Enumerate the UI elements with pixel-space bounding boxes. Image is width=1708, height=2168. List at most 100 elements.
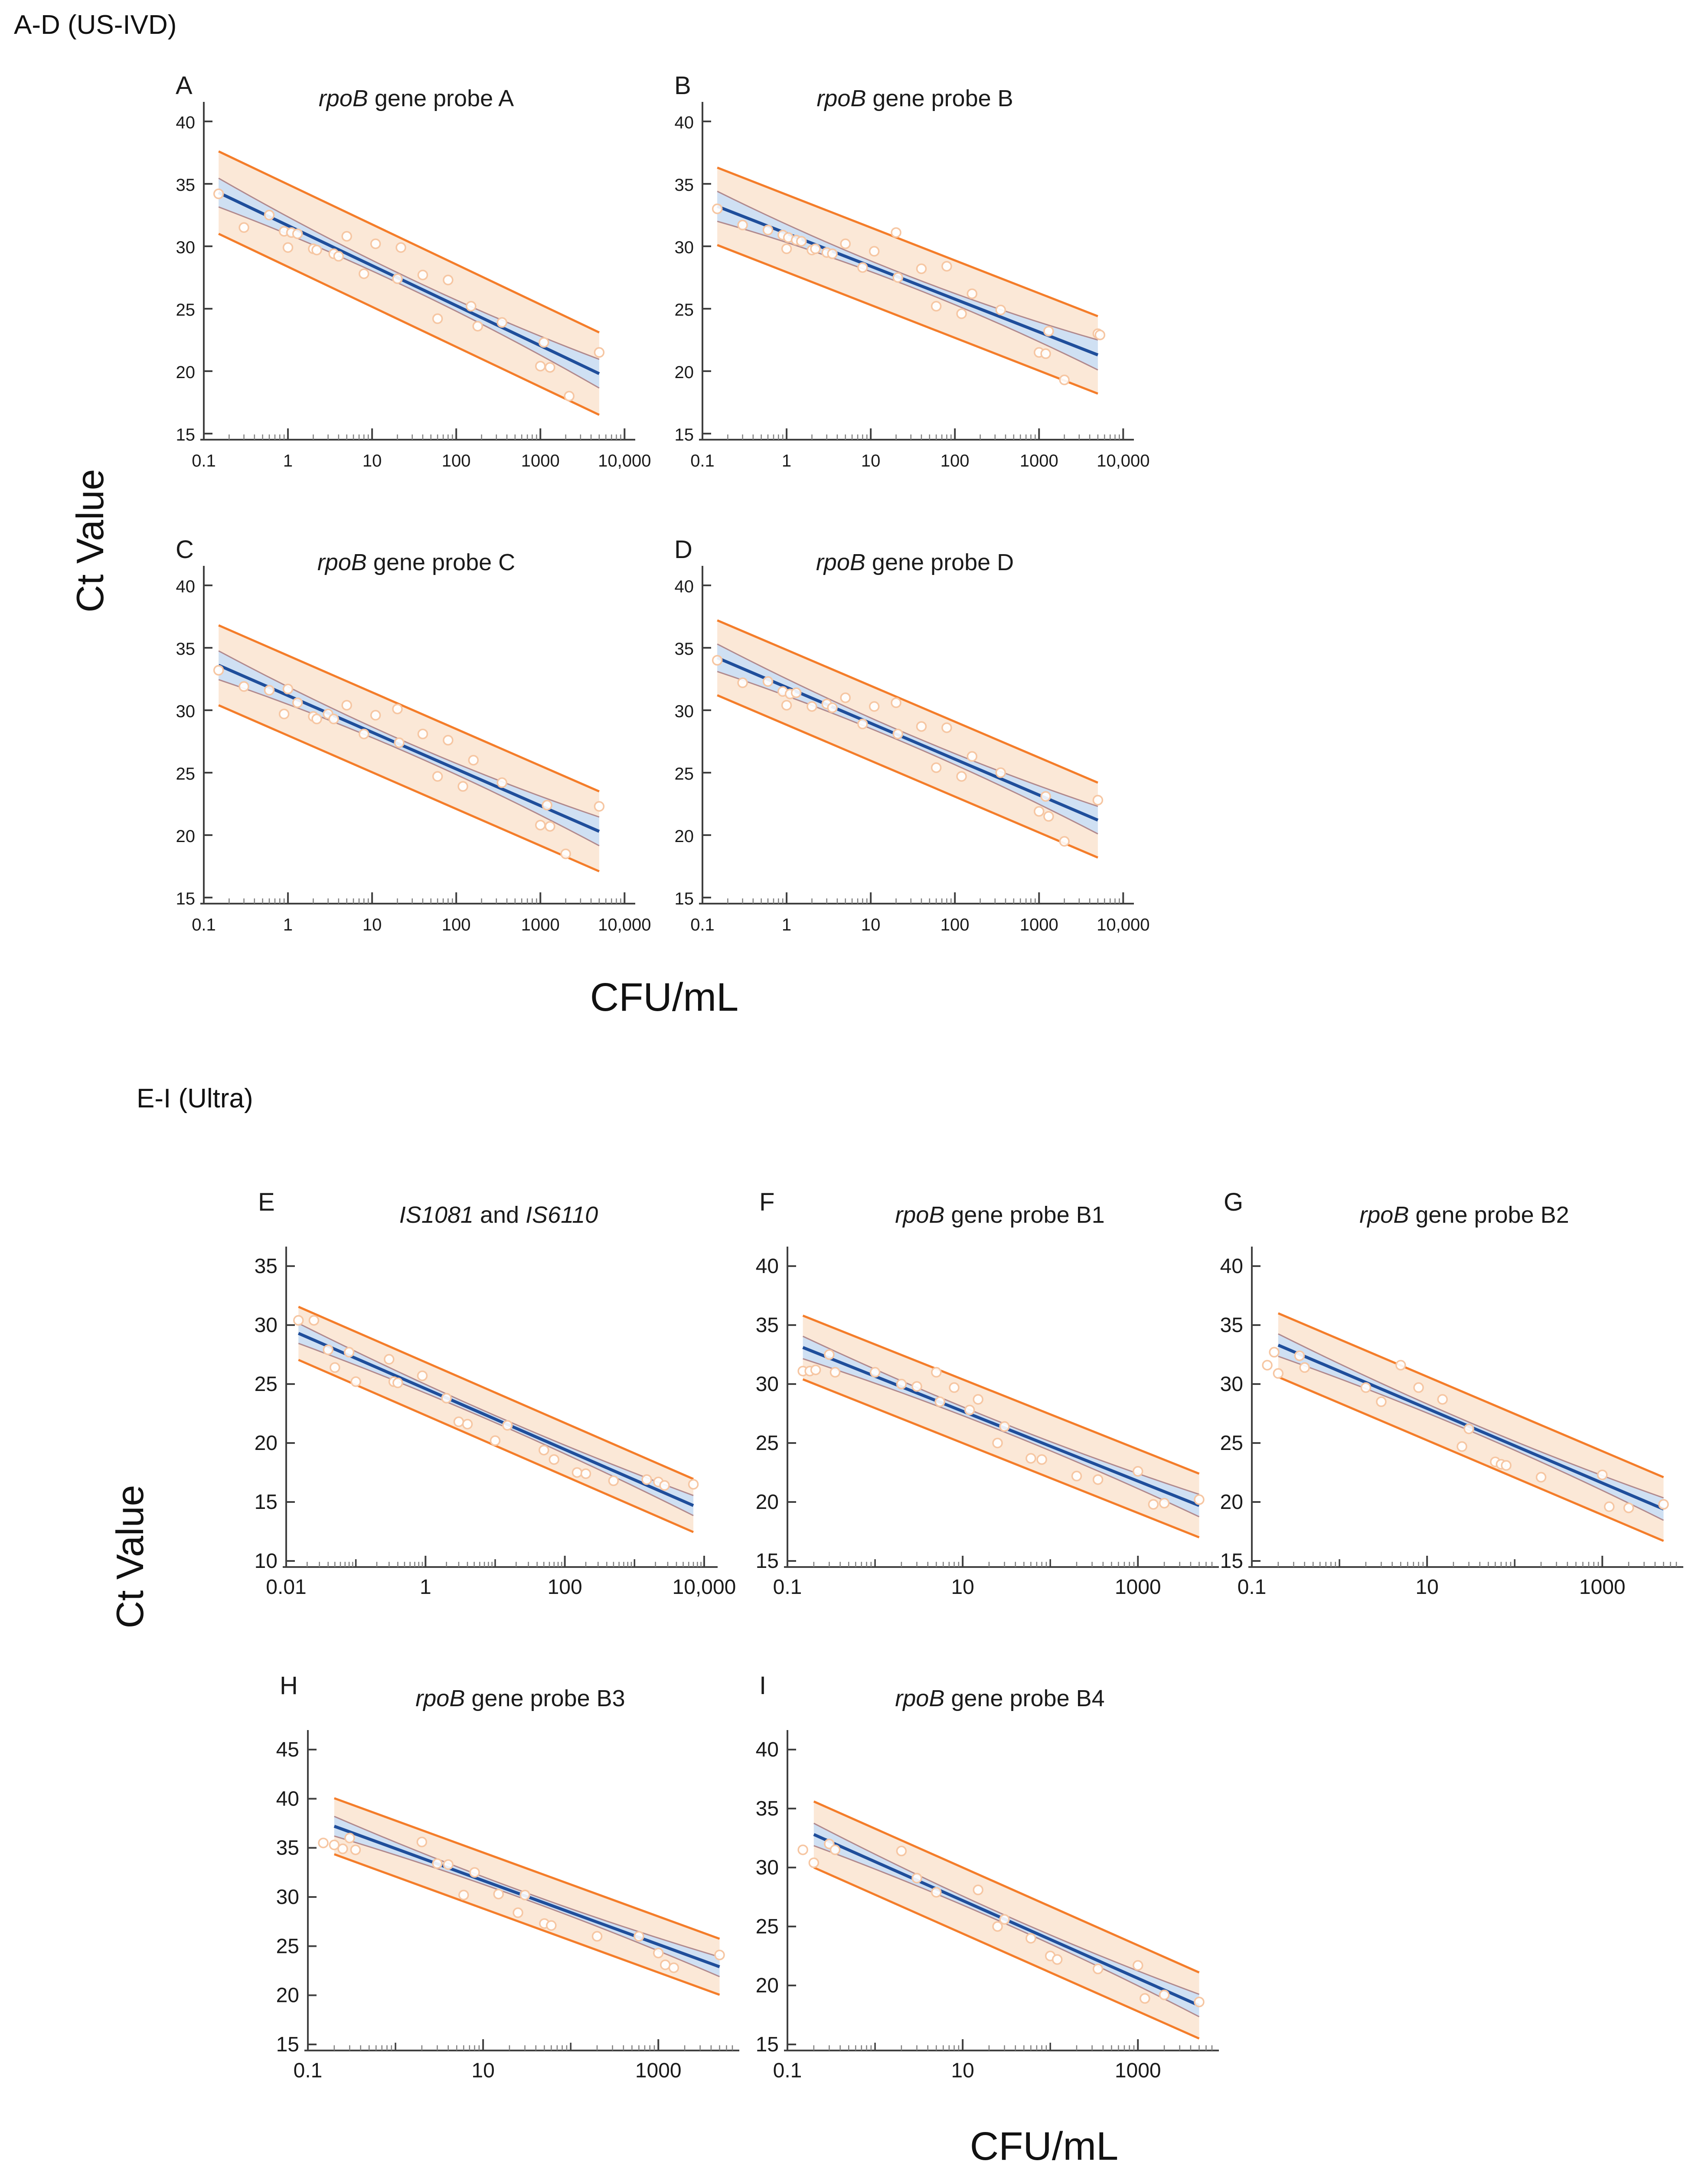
minor-ticks xyxy=(229,898,621,904)
series-group-C xyxy=(213,624,605,872)
data-point xyxy=(341,231,352,242)
data-points xyxy=(712,203,1106,385)
data-point xyxy=(341,700,352,711)
panel-title: rpoB gene probe B xyxy=(816,85,1013,111)
data-point xyxy=(992,1437,1003,1449)
x-tick-label: 1 xyxy=(283,451,293,470)
data-point xyxy=(466,300,477,312)
x-tick-label: 1000 xyxy=(1020,915,1058,934)
prediction-upper-line xyxy=(813,1800,1200,1974)
confidence-lower-edge xyxy=(717,220,1098,371)
x-axis-label-bottom: CFU/mL xyxy=(970,2124,1119,2168)
data-point xyxy=(359,268,369,279)
data-point xyxy=(797,1844,808,1855)
data-point xyxy=(1040,791,1051,802)
panel-title: rpoB gene probe B4 xyxy=(895,1685,1104,1711)
confidence-upper-edge xyxy=(218,177,600,360)
axes-H xyxy=(304,1730,739,2051)
y-tick-label: 40 xyxy=(276,1787,299,1810)
data-point xyxy=(1437,1394,1448,1405)
data-point xyxy=(1194,1494,1205,1505)
prediction-upper-line xyxy=(802,1314,1200,1475)
data-point xyxy=(417,269,428,281)
y-tick-label: 25 xyxy=(756,1432,779,1455)
data-point xyxy=(1132,1466,1143,1477)
data-point xyxy=(392,703,403,715)
panel-title: IS1081 and IS6110 xyxy=(399,1202,598,1228)
data-point xyxy=(1413,1382,1424,1393)
data-points xyxy=(1262,1347,1669,1513)
data-point xyxy=(808,1857,820,1868)
data-point xyxy=(840,692,851,703)
data-point xyxy=(1603,1501,1615,1512)
chart-svg-E: E IS1081 and IS6110 10 15 20 25 30 35 0.01 1 100 10… xyxy=(255,1188,736,1599)
data-point xyxy=(539,337,549,348)
prediction-upper-line xyxy=(218,150,600,333)
data-point xyxy=(956,308,967,319)
prediction-lower-line xyxy=(813,1866,1200,2040)
data-point xyxy=(1273,1368,1284,1379)
fit-line xyxy=(218,664,600,833)
y-tick-label: 15 xyxy=(176,425,196,444)
data-point xyxy=(668,1962,679,1973)
data-point xyxy=(264,209,275,221)
confidence-lower-edge xyxy=(298,1342,694,1516)
data-point xyxy=(840,238,851,249)
axes-C xyxy=(200,566,635,904)
data-points xyxy=(797,1349,1205,1510)
data-point xyxy=(810,1365,821,1375)
x-tick-label: 100 xyxy=(941,915,970,934)
data-point xyxy=(688,1479,699,1490)
x-tick-label: 0.01 xyxy=(266,1576,306,1599)
data-point xyxy=(462,1419,473,1430)
axes-I xyxy=(784,1730,1219,2051)
y-tick-label: 15 xyxy=(176,889,196,908)
data-point xyxy=(282,683,294,695)
y-tick-label: 20 xyxy=(675,827,694,846)
data-point xyxy=(594,347,605,358)
group2-header: E-I (Ultra) xyxy=(137,1084,253,1113)
data-point xyxy=(457,781,468,792)
prediction-upper-line xyxy=(218,624,600,793)
fit-line xyxy=(716,656,1099,822)
data-point xyxy=(370,238,381,249)
data-point xyxy=(238,681,249,692)
y-tick-label: 20 xyxy=(176,363,196,382)
prediction-upper-line xyxy=(298,1306,694,1480)
panel-title: rpoB gene probe B3 xyxy=(415,1685,625,1711)
confidence-lower-edge xyxy=(218,679,600,846)
x-tick-label: 100 xyxy=(442,451,471,470)
data-point xyxy=(796,236,807,247)
x-tick-label: 1 xyxy=(782,451,791,470)
y-tick-label: 40 xyxy=(675,113,694,132)
x-tick-label: 0.1 xyxy=(192,915,216,934)
prediction-lower-line xyxy=(1277,1376,1664,1542)
panel-letter: H xyxy=(280,1672,298,1700)
data-point xyxy=(1194,1996,1205,2008)
data-point xyxy=(896,1845,907,1857)
y-tick-label: 15 xyxy=(1220,1550,1243,1573)
data-point xyxy=(1036,1454,1047,1465)
data-point xyxy=(762,225,774,235)
data-point xyxy=(1033,806,1045,817)
data-point xyxy=(1262,1360,1273,1371)
y-tick-label: 35 xyxy=(756,1314,779,1337)
data-point xyxy=(892,272,903,283)
data-point xyxy=(830,1367,841,1378)
x-tick-label: 0.1 xyxy=(192,451,216,470)
data-point xyxy=(992,1921,1003,1932)
panel-title: rpoB gene probe C xyxy=(317,549,515,575)
data-point xyxy=(1043,326,1054,337)
data-point xyxy=(513,1907,523,1918)
x-tick-label: 1000 xyxy=(1115,1576,1161,1599)
data-point xyxy=(432,313,443,324)
data-point xyxy=(973,1394,983,1405)
data-point xyxy=(931,762,942,773)
data-point xyxy=(1159,1989,1170,2001)
x-tick-label: 1 xyxy=(782,915,791,934)
